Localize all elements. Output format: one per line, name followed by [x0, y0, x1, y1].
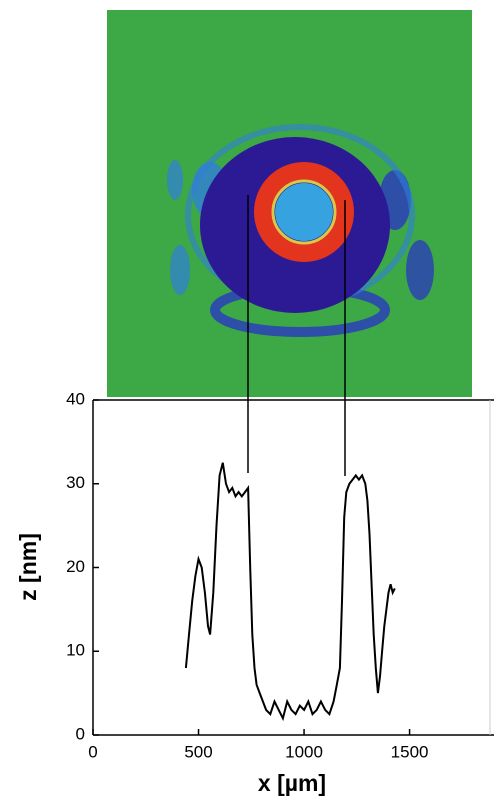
- map-blob: [170, 245, 190, 295]
- x-tick-label: 1500: [391, 742, 429, 761]
- x-tick-label: 0: [88, 742, 97, 761]
- x-tick-label: 1000: [285, 742, 323, 761]
- map-center: [275, 183, 333, 241]
- height-map: [107, 10, 472, 397]
- y-tick-label: 0: [76, 724, 85, 743]
- map-rim-edge: [271, 179, 337, 245]
- x-axis-label: x [µm]: [258, 770, 326, 796]
- y-tick-label: 40: [66, 389, 85, 408]
- map-rim: [254, 162, 354, 262]
- map-blob: [167, 160, 183, 200]
- map-blob: [406, 240, 434, 300]
- x-tick-label: 500: [184, 742, 212, 761]
- y-tick-label: 30: [66, 473, 85, 492]
- y-tick-label: 20: [66, 557, 85, 576]
- y-tick-label: 10: [66, 641, 85, 660]
- y-axis-label: z [nm]: [15, 533, 41, 601]
- profile-line: [184, 462, 396, 722]
